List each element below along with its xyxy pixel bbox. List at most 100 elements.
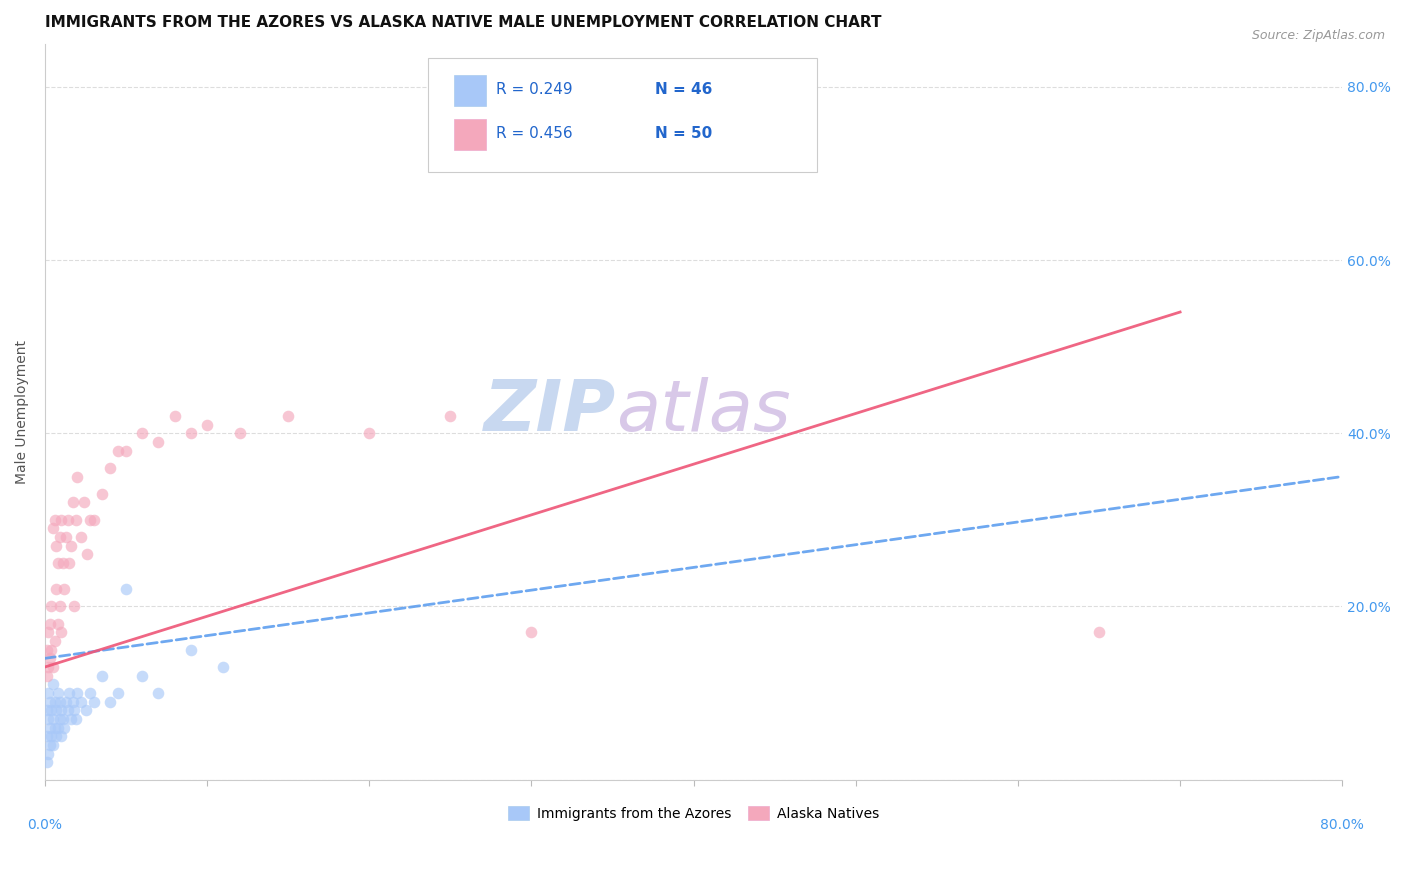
Point bbox=[131, 426, 153, 441]
Point bbox=[98, 695, 121, 709]
Bar bbox=[454, 120, 486, 151]
Point bbox=[44, 721, 66, 735]
Point bbox=[75, 703, 97, 717]
Point bbox=[42, 521, 65, 535]
Point bbox=[48, 712, 70, 726]
Point bbox=[45, 539, 67, 553]
Point bbox=[65, 513, 87, 527]
Text: 80.0%: 80.0% bbox=[1320, 818, 1364, 832]
Point bbox=[38, 695, 60, 709]
Point bbox=[51, 729, 73, 743]
Point bbox=[48, 530, 70, 544]
Point bbox=[163, 409, 186, 423]
Point bbox=[52, 556, 75, 570]
Text: atlas: atlas bbox=[616, 377, 790, 446]
Point bbox=[44, 513, 66, 527]
Point bbox=[62, 695, 84, 709]
Point bbox=[55, 530, 77, 544]
Point bbox=[115, 443, 138, 458]
Point bbox=[90, 487, 112, 501]
Point bbox=[42, 677, 65, 691]
Point bbox=[180, 426, 202, 441]
Point bbox=[38, 721, 60, 735]
Point bbox=[46, 556, 69, 570]
Point bbox=[228, 426, 250, 441]
Point bbox=[51, 625, 73, 640]
Point bbox=[46, 721, 69, 735]
Point bbox=[45, 703, 67, 717]
Point bbox=[46, 616, 69, 631]
Point bbox=[59, 712, 82, 726]
Point bbox=[51, 513, 73, 527]
FancyBboxPatch shape bbox=[427, 58, 817, 172]
Point bbox=[83, 695, 105, 709]
Bar bbox=[454, 75, 486, 106]
Point bbox=[35, 755, 58, 769]
Point bbox=[79, 686, 101, 700]
Point bbox=[107, 686, 129, 700]
Point bbox=[42, 712, 65, 726]
Text: R = 0.249: R = 0.249 bbox=[496, 82, 574, 97]
Point bbox=[41, 599, 63, 614]
Point bbox=[56, 513, 79, 527]
Point bbox=[131, 668, 153, 682]
Point bbox=[148, 686, 170, 700]
Point bbox=[69, 530, 91, 544]
Point bbox=[45, 582, 67, 596]
Point bbox=[38, 651, 60, 665]
Point bbox=[90, 668, 112, 682]
Point bbox=[41, 729, 63, 743]
Point bbox=[58, 686, 80, 700]
Point bbox=[45, 729, 67, 743]
Point bbox=[41, 703, 63, 717]
Point bbox=[37, 660, 59, 674]
Point bbox=[79, 513, 101, 527]
Text: ZIP: ZIP bbox=[484, 377, 616, 446]
Point bbox=[48, 599, 70, 614]
Point bbox=[44, 634, 66, 648]
Text: R = 0.456: R = 0.456 bbox=[496, 126, 574, 141]
Point bbox=[53, 582, 76, 596]
Point bbox=[65, 712, 87, 726]
Point bbox=[53, 721, 76, 735]
Point bbox=[56, 703, 79, 717]
Point bbox=[62, 495, 84, 509]
Point bbox=[41, 642, 63, 657]
Point bbox=[44, 695, 66, 709]
Text: 0.0%: 0.0% bbox=[28, 818, 62, 832]
Point bbox=[38, 616, 60, 631]
Point bbox=[73, 495, 96, 509]
Point bbox=[38, 738, 60, 752]
Point bbox=[59, 539, 82, 553]
Point bbox=[63, 599, 86, 614]
Point bbox=[37, 625, 59, 640]
Point bbox=[66, 686, 89, 700]
Point bbox=[55, 695, 77, 709]
Point bbox=[52, 712, 75, 726]
Point bbox=[58, 556, 80, 570]
Point bbox=[48, 695, 70, 709]
Point bbox=[37, 686, 59, 700]
Point bbox=[51, 703, 73, 717]
Point bbox=[69, 695, 91, 709]
Point bbox=[76, 548, 98, 562]
Point bbox=[107, 443, 129, 458]
Point bbox=[1088, 625, 1111, 640]
Text: IMMIGRANTS FROM THE AZORES VS ALASKA NATIVE MALE UNEMPLOYMENT CORRELATION CHART: IMMIGRANTS FROM THE AZORES VS ALASKA NAT… bbox=[45, 15, 882, 30]
Legend: Immigrants from the Azores, Alaska Natives: Immigrants from the Azores, Alaska Nativ… bbox=[501, 799, 886, 828]
Text: Source: ZipAtlas.com: Source: ZipAtlas.com bbox=[1251, 29, 1385, 42]
Point bbox=[66, 469, 89, 483]
Point bbox=[180, 642, 202, 657]
Point bbox=[195, 417, 218, 432]
Point bbox=[277, 409, 299, 423]
Point bbox=[35, 703, 58, 717]
Point bbox=[520, 625, 543, 640]
Y-axis label: Male Unemployment: Male Unemployment bbox=[15, 340, 30, 483]
Point bbox=[115, 582, 138, 596]
Point bbox=[359, 426, 381, 441]
Point bbox=[63, 703, 86, 717]
Point bbox=[148, 434, 170, 449]
Point bbox=[42, 738, 65, 752]
Point bbox=[212, 660, 235, 674]
Point bbox=[37, 712, 59, 726]
